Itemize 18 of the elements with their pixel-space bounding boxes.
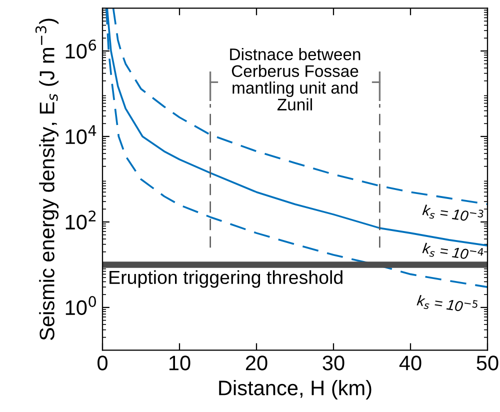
- x-tick-label: 20: [246, 356, 268, 370]
- x-tick-label: 0: [98, 356, 108, 370]
- text: k$_{s}$ = 10$^{−5}$: [416, 292, 478, 316]
- x-tick-label: 10: [170, 356, 190, 370]
- x-tick-label: 50: [476, 356, 498, 370]
- y-axis-title: Seismic energy density, E$_{s}$ (J m$^{−3}$): [35, 18, 59, 340]
- y-tick-label: 10$^{0}$: [66, 296, 96, 316]
- y-tick-label: 10$^{2}$: [66, 210, 96, 230]
- y-tick-label: 10$^{4}$: [66, 125, 96, 144]
- annotation: Distnace between Cerberus Fossae mantling unit and Zunil: [230, 48, 360, 110]
- text: k$_{s}$ = 10$^{−4}$: [422, 240, 484, 264]
- x-axis-title: Distance, H (km): [219, 380, 372, 400]
- ref-line-label: Eruption triggering threshold: [110, 270, 342, 288]
- x-tick-label: 30: [322, 356, 344, 370]
- y-tick-label: 10$^{6}$: [66, 40, 96, 59]
- x-tick-label: 40: [399, 356, 422, 370]
- line-series: [112, 8, 488, 206]
- text: k$_{s}$ = 10$^{−3}$: [422, 202, 484, 226]
